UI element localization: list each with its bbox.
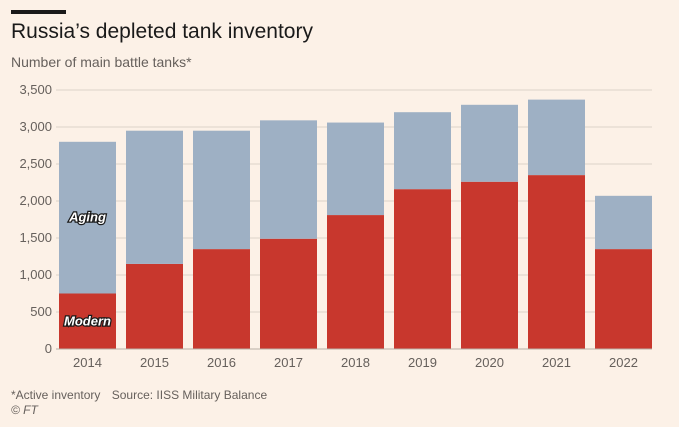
x-tick-label: 2020 xyxy=(475,355,504,370)
x-tick-label: 2021 xyxy=(542,355,571,370)
chart-title: Russia’s depleted tank inventory xyxy=(11,20,313,43)
chart-subtitle: Number of main battle tanks* xyxy=(11,54,192,70)
y-tick-label: 3,500 xyxy=(19,82,52,97)
bar-modern xyxy=(461,181,518,349)
copyright: © FT xyxy=(11,403,38,417)
y-tick-label: 2,500 xyxy=(19,156,52,171)
y-tick-label: 1,000 xyxy=(19,267,52,282)
y-tick-label: 2,000 xyxy=(19,193,52,208)
bar-modern xyxy=(260,238,317,349)
bar-aging xyxy=(528,99,585,176)
bar-aging xyxy=(461,104,518,182)
bar-modern xyxy=(394,189,451,349)
bar-modern xyxy=(59,293,116,349)
y-tick-label: 0 xyxy=(45,341,52,356)
x-tick-label: 2022 xyxy=(609,355,638,370)
bar-aging xyxy=(59,141,116,294)
bar-aging xyxy=(193,130,250,250)
y-tick-label: 500 xyxy=(30,304,52,319)
x-tick-label: 2018 xyxy=(341,355,370,370)
series-label-modern: Modern xyxy=(64,313,111,328)
x-tick-label: 2016 xyxy=(207,355,236,370)
bar-modern xyxy=(327,215,384,349)
bar-modern xyxy=(126,263,183,349)
bar-aging xyxy=(394,112,451,190)
footnote-source: Source: IISS Military Balance xyxy=(111,388,268,402)
y-tick-label: 3,000 xyxy=(19,119,52,134)
x-tick-label: 2019 xyxy=(408,355,437,370)
bar-modern xyxy=(193,249,250,349)
ft-accent-bar xyxy=(11,10,66,14)
x-tick-label: 2014 xyxy=(73,355,102,370)
bar-aging xyxy=(260,120,317,239)
series-label-aging: Aging xyxy=(68,210,106,225)
bar-aging xyxy=(126,130,183,264)
bar-modern xyxy=(595,249,652,349)
bar-aging xyxy=(327,122,384,216)
x-tick-label: 2017 xyxy=(274,355,303,370)
bar-aging xyxy=(595,195,652,250)
bar-modern xyxy=(528,175,585,349)
x-tick-label: 2015 xyxy=(140,355,169,370)
footnote-note: *Active inventory xyxy=(11,388,101,402)
chart-footnote: *Active inventory Source: IISS Military … xyxy=(11,388,275,402)
y-tick-label: 1,500 xyxy=(19,230,52,245)
